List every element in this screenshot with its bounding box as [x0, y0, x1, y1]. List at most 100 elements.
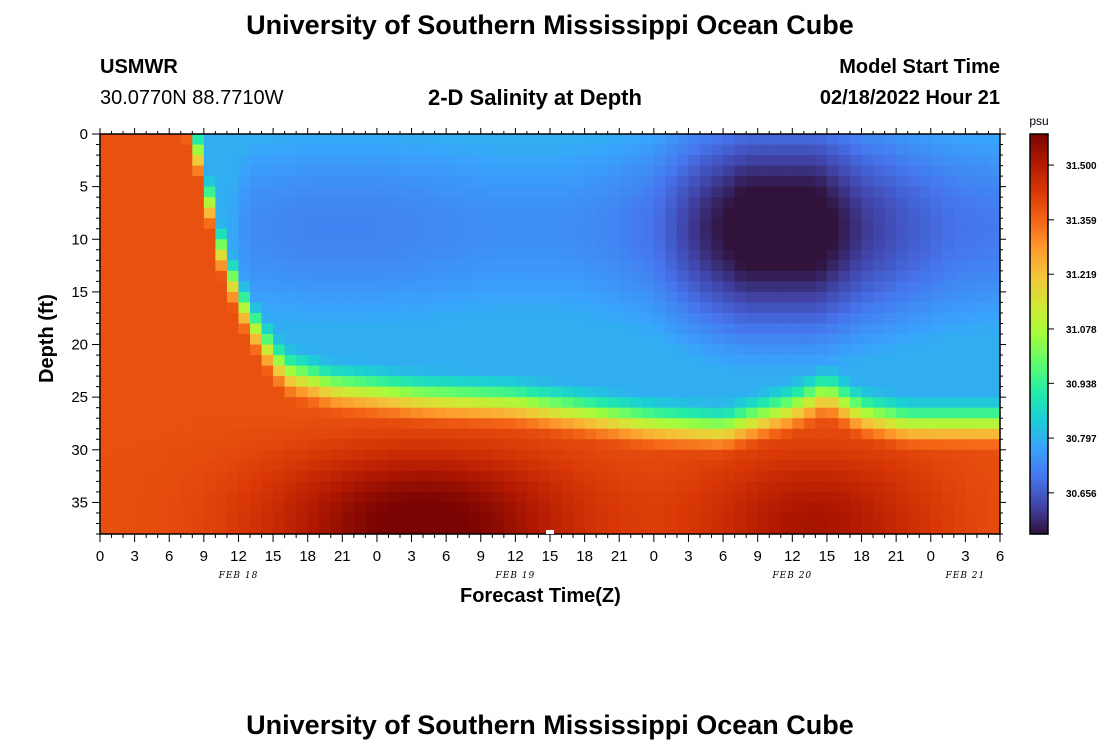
- heatmap-cell: [296, 491, 309, 504]
- heatmap-cell: [642, 523, 655, 534]
- heatmap-cell: [376, 418, 390, 430]
- heatmap-cell: [700, 407, 713, 419]
- heatmap-cell: [273, 281, 286, 293]
- heatmap-cell: [873, 165, 886, 177]
- heatmap-cell: [607, 281, 620, 293]
- heatmap-cell: [688, 449, 701, 461]
- heatmap-cell: [273, 165, 286, 177]
- heatmap-cell: [607, 407, 620, 419]
- heatmap-cell: [919, 481, 932, 493]
- colorbar-tick-label: 30.797: [1066, 434, 1097, 445]
- heatmap-cell: [688, 186, 701, 198]
- heatmap-cell: [873, 376, 886, 388]
- heatmap-cell: [469, 365, 482, 377]
- heatmap-cell: [665, 365, 678, 377]
- heatmap-cell: [619, 491, 632, 504]
- heatmap-cell: [480, 502, 493, 514]
- heatmap-cell: [826, 291, 840, 304]
- heatmap-cell: [584, 523, 597, 534]
- heatmap-cell: [100, 407, 113, 419]
- heatmap-cell: [919, 176, 932, 188]
- heatmap-cell: [446, 155, 459, 167]
- heatmap-cell: [134, 418, 147, 430]
- heatmap-cell: [226, 344, 240, 356]
- heatmap-cell: [469, 334, 482, 346]
- colorbar-segment: [1030, 501, 1048, 505]
- heatmap-cell: [400, 428, 413, 440]
- heatmap-cell: [111, 491, 124, 504]
- heatmap-cell: [711, 260, 724, 272]
- heatmap-cell: [596, 502, 609, 514]
- heatmap-cell: [642, 334, 655, 346]
- heatmap-cell: [296, 439, 309, 451]
- heatmap-cell: [111, 239, 124, 251]
- heatmap-cell: [100, 144, 113, 156]
- heatmap-cell: [907, 228, 920, 240]
- heatmap-cell: [861, 449, 874, 461]
- heatmap-cell: [169, 523, 182, 534]
- heatmap-cell: [492, 165, 505, 177]
- heatmap-cell: [319, 218, 332, 230]
- heatmap-cell: [850, 418, 863, 430]
- heatmap-cell: [365, 386, 378, 398]
- heatmap-cell: [838, 334, 851, 346]
- heatmap-cell: [815, 302, 828, 314]
- heatmap-cell: [953, 407, 966, 419]
- heatmap-cell: [192, 186, 205, 198]
- heatmap-cell: [850, 165, 863, 177]
- heatmap-cell: [273, 365, 286, 377]
- heatmap-cell: [169, 291, 182, 304]
- heatmap-cell: [665, 439, 678, 451]
- heatmap-cell: [169, 407, 182, 419]
- heatmap-cell: [296, 249, 309, 261]
- heatmap-cell: [376, 355, 390, 367]
- heatmap-cell: [238, 355, 251, 367]
- heatmap-cell: [238, 312, 251, 325]
- heatmap-cell: [400, 176, 413, 188]
- heatmap-cell: [976, 355, 990, 367]
- current-time-marker: [546, 530, 554, 534]
- heatmap-cell: [873, 260, 886, 272]
- heatmap-cell: [688, 281, 701, 293]
- colorbar-segment: [1030, 246, 1048, 250]
- heatmap-cell: [157, 207, 170, 219]
- heatmap-cell: [469, 512, 482, 525]
- heatmap-cell: [665, 386, 678, 398]
- heatmap-cell: [180, 470, 193, 482]
- heatmap-cell: [953, 323, 966, 335]
- heatmap-cell: [319, 239, 332, 251]
- heatmap-cell: [896, 228, 909, 240]
- heatmap-cell: [100, 344, 113, 356]
- heatmap-cell: [976, 491, 990, 504]
- heatmap-cell: [307, 428, 320, 440]
- heatmap-cell: [480, 165, 493, 177]
- heatmap-cell: [942, 439, 955, 451]
- heatmap-cell: [526, 365, 540, 377]
- heatmap-cell: [723, 207, 736, 219]
- heatmap-cell: [965, 470, 978, 482]
- heatmap-cell: [296, 197, 309, 209]
- heatmap-cell: [596, 523, 609, 534]
- colorbar-segment: [1030, 524, 1048, 528]
- heatmap-cell: [757, 386, 770, 398]
- heatmap-cell: [630, 323, 643, 335]
- heatmap-cell: [642, 249, 655, 261]
- heatmap-cell: [376, 523, 390, 534]
- heatmap-cell: [423, 323, 436, 335]
- heatmap-cell: [365, 239, 378, 251]
- heatmap-cell: [250, 218, 263, 230]
- heatmap-cell: [100, 218, 113, 230]
- heatmap-cell: [630, 144, 643, 156]
- heatmap-cell: [573, 249, 586, 261]
- heatmap-cell: [319, 502, 332, 514]
- heatmap-cell: [826, 334, 840, 346]
- heatmap-cell: [665, 323, 678, 335]
- heatmap-cell: [157, 239, 170, 251]
- heatmap-cell: [226, 470, 240, 482]
- heatmap-cell: [307, 323, 320, 335]
- heatmap-cell: [896, 270, 909, 282]
- heatmap-cell: [584, 176, 597, 188]
- heatmap-cell: [526, 502, 540, 514]
- heatmap-cell: [873, 323, 886, 335]
- heatmap-cell: [365, 491, 378, 504]
